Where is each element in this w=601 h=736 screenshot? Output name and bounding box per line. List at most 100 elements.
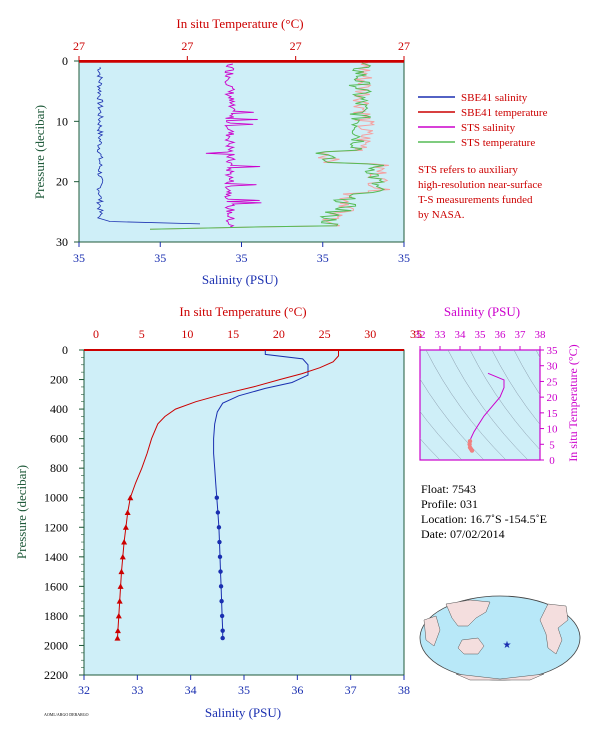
top-chart-top-tick: 27 — [73, 39, 85, 53]
legend-item-sts-salinity: STS salinity — [418, 122, 516, 134]
top-chart-y-tick: 10 — [56, 114, 68, 128]
ts-chart-right-tick: 25 — [547, 376, 559, 388]
main-chart-bottom-title: Salinity (PSU) — [205, 705, 281, 720]
ts-density-contour — [420, 438, 441, 460]
ts-chart-top-tick: 34 — [455, 329, 467, 341]
ts-density-contour — [580, 350, 601, 460]
top-chart-y-tick-labels: 0 10 20 30 — [56, 54, 79, 249]
main-temperature-point — [114, 635, 121, 641]
map-land-africa — [423, 615, 441, 647]
main-chart-top-tick: 5 — [139, 327, 145, 341]
top-chart-top-tick-labels: 27 27 27 27 — [73, 39, 410, 61]
top-chart-series — [79, 61, 404, 230]
legend-item-sbe41-salinity: SBE41 salinity — [418, 92, 528, 104]
location: Location: 16.7˚S -154.5˚E — [421, 512, 547, 526]
top-chart-bottom-tick-labels: 35 35 35 35 35 — [73, 242, 410, 265]
main-chart-y-tick: 1000 — [44, 491, 68, 505]
main-chart-bottom-tick-labels: 32 33 34 35 36 37 38 — [78, 675, 410, 697]
top-chart-bottom-tick: 35 — [154, 251, 166, 265]
top-chart-top-tick: 27 — [181, 39, 193, 53]
main-temperature-point — [116, 598, 123, 604]
ts-chart-top-tick-labels: 32 33 34 35 36 37 38 — [415, 329, 547, 350]
ts-chart-right-tick: 20 — [547, 392, 559, 404]
main-salinity-point — [214, 495, 219, 500]
main-chart-top-title: In situ Temperature (°C) — [179, 304, 306, 319]
top-chart-bottom-tick: 35 — [398, 251, 410, 265]
main-chart-top-tick-labels: 0 5 10 15 20 25 30 35 — [93, 327, 422, 341]
main-chart-y-tick: 800 — [50, 461, 68, 475]
ts-chart-top-tick: 35 — [475, 329, 487, 341]
main-temperature-point — [117, 583, 124, 589]
ts-chart-right-tick: 30 — [547, 361, 559, 373]
ts-chart-top-tick: 38 — [535, 329, 547, 341]
profile-number: Profile: 031 — [421, 497, 478, 511]
ts-chart-top-tick: 33 — [435, 329, 447, 341]
legend-item-sbe41-temperature: SBE41 temperature — [418, 107, 548, 119]
main-chart-y-tick: 400 — [50, 402, 68, 416]
main-temperature-point — [118, 568, 125, 575]
top-chart-top-title: In situ Temperature (°C) — [176, 16, 303, 31]
world-map: ★ — [419, 595, 581, 681]
main-series-line-salinity — [213, 350, 309, 639]
series-sts-salinity — [205, 63, 262, 228]
ts-density-contour — [447, 350, 529, 460]
map-land-australia — [457, 637, 485, 655]
ts-chart-right-tick-labels: 0 5 10 15 20 25 30 35 — [540, 345, 558, 467]
main-chart-top-tick: 10 — [181, 327, 193, 341]
main-chart-top-tick: 30 — [364, 327, 376, 341]
main-chart-top-tick: 15 — [227, 327, 239, 341]
main-salinity-point — [219, 598, 224, 604]
legend-label: SBE41 temperature — [461, 107, 548, 119]
top-chart-y-tick: 0 — [62, 54, 68, 68]
main-chart-y-tick: 2000 — [44, 638, 68, 652]
top-chart-plot-area — [78, 60, 405, 243]
main-chart-bottom-tick: 38 — [398, 683, 410, 697]
main-chart-y-tick: 0 — [62, 343, 68, 357]
main-chart-y-tick: 1200 — [44, 520, 68, 534]
ts-density-contour — [425, 350, 507, 460]
legend: SBE41 salinity SBE41 temperature STS sal… — [418, 92, 548, 221]
main-temperature-point — [114, 627, 121, 634]
main-chart-top-tick: 20 — [273, 327, 285, 341]
ts-chart-top-title: Salinity (PSU) — [444, 304, 520, 319]
top-chart-bottom-tick: 35 — [73, 251, 85, 265]
ts-chart-plot-area — [419, 349, 541, 461]
float-info: Float: 7543 Profile: 031 Location: 16.7˚… — [421, 482, 547, 541]
main-salinity-point — [215, 510, 221, 515]
ts-chart-top-tick: 36 — [495, 329, 507, 341]
ts-chart-right-tick: 5 — [549, 439, 555, 451]
main-salinity-point — [219, 613, 225, 619]
map-land-antarctica — [455, 673, 545, 681]
main-chart-top-tick: 35 — [410, 327, 422, 341]
ts-chart-right-title: In situ Temperature (°C) — [566, 344, 580, 461]
series-sbe41-temperature — [149, 62, 391, 230]
top-chart-y-tick: 20 — [56, 175, 68, 189]
ts-chart-top-tick: 37 — [515, 329, 527, 341]
main-salinity-point — [220, 635, 225, 641]
map-land-asia — [445, 599, 491, 627]
top-chart-bottom-title: Salinity (PSU) — [202, 272, 278, 287]
legend-label: STS salinity — [461, 122, 516, 134]
main-salinity-point — [220, 628, 225, 633]
main-chart-bottom-tick: 37 — [345, 683, 357, 697]
map-land-america — [539, 603, 569, 655]
top-chart: In situ Temperature (°C) 27 27 27 27 0 10 20 3… — [32, 16, 410, 287]
main-chart-y-tick-labels: 0 200 400 600 800 1000 1200 1400 1600 1800 2000 220… — [44, 343, 84, 682]
legend-note-line: high-resolution near-surface — [418, 179, 542, 191]
main-temperature-point — [124, 509, 131, 515]
main-chart-top-tick: 0 — [93, 327, 99, 341]
legend-label: STS temperature — [461, 137, 535, 149]
main-chart-y-tick: 600 — [50, 432, 68, 446]
main-chart-bottom-tick: 35 — [238, 683, 250, 697]
top-chart-bottom-tick: 35 — [317, 251, 329, 265]
main-chart-bottom-tick: 32 — [78, 683, 90, 697]
ts-density-contour — [491, 350, 540, 425]
ts-chart: Salinity (PSU) 32 33 34 35 36 37 38 0 5 10 15 20 25… — [415, 304, 601, 467]
main-salinity-point — [217, 539, 222, 545]
main-salinity-point — [217, 554, 223, 560]
ts-chart-right-tick: 15 — [547, 408, 559, 420]
top-chart-y-tick: 30 — [56, 235, 68, 249]
date: Date: 07/02/2014 — [421, 527, 505, 541]
main-chart: In situ Temperature (°C) 0 5 10 15 20 25 30 35 … — [14, 304, 422, 720]
main-series-line-temperature — [117, 350, 339, 639]
